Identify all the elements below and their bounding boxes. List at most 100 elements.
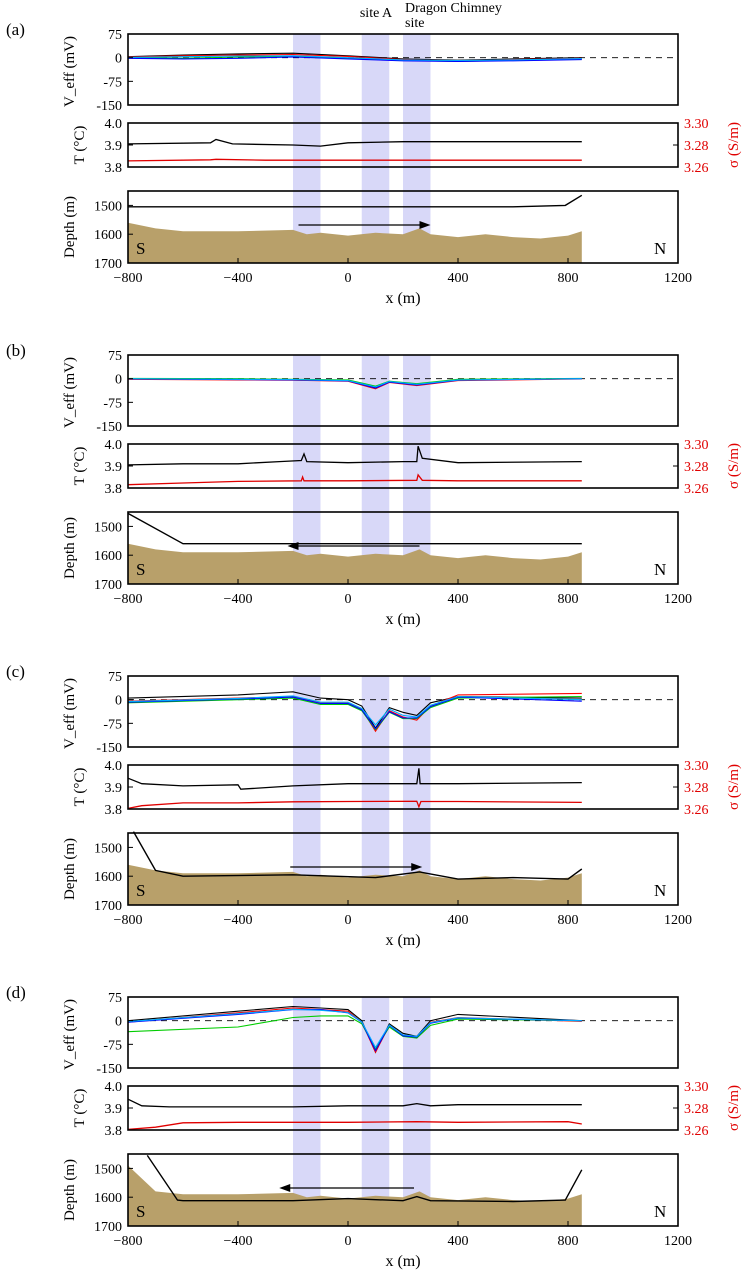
x-tick-label: −800 (114, 271, 143, 286)
veff-series-3 (127, 696, 582, 730)
x-tick-label: 0 (345, 913, 352, 928)
temp-tick-label: 3.8 (105, 482, 123, 497)
veff-tick-label: 75 (108, 670, 122, 685)
veff-series-3 (127, 56, 582, 63)
depth-axis-label: Depth (m) (62, 1159, 78, 1221)
temp-tick-label: 4.0 (105, 1080, 123, 1095)
veff-frame (127, 996, 679, 1069)
temp-tick-label: 3.9 (105, 1102, 123, 1117)
panel-a: (a) 75 0 -75 -150 V_eff (mV) 4.0 3.9 3.8 3.30 3.28… (6, 20, 742, 307)
temp-tick-label: 3.8 (105, 1124, 123, 1139)
shaded-band-0 (293, 676, 321, 905)
shaded-band-0 (293, 355, 321, 584)
x-axis-label: x (m) (385, 290, 420, 307)
veff-series-2 (127, 1015, 582, 1051)
veff-tick-label: 0 (115, 52, 122, 67)
shaded-band-2 (403, 997, 431, 1226)
veff-tick-label: 75 (108, 349, 122, 364)
depth-axis-label: Depth (m) (62, 838, 78, 900)
x-tick-label: −800 (114, 592, 143, 607)
cond-tick-label: 3.28 (684, 139, 709, 154)
x-tick-label: −400 (224, 913, 253, 928)
x-tick-label: 400 (448, 1234, 469, 1249)
shaded-band-2 (403, 355, 431, 584)
north-label: N (654, 1202, 666, 1221)
shaded-band-2 (403, 34, 431, 263)
veff-axis-label: V_eff (mV) (62, 678, 78, 749)
site-a-label: site A (360, 6, 393, 21)
veff-frame (127, 675, 679, 748)
x-tick-label: 800 (558, 1234, 579, 1249)
veff-tick-label: -75 (103, 396, 122, 411)
cond-tick-label: 3.30 (684, 438, 709, 453)
x-tick-label: −800 (114, 1234, 143, 1249)
dragon-site-label: site (405, 16, 424, 31)
depth-tick-label: 1500 (94, 520, 122, 535)
x-tick-label: 800 (558, 913, 579, 928)
cond-tick-label: 3.28 (684, 1102, 709, 1117)
temperature-line (127, 768, 582, 790)
depth-tick-label: 1700 (94, 899, 122, 914)
depth-frame (127, 1153, 679, 1227)
veff-series-0 (127, 52, 582, 61)
veff-tick-label: -150 (96, 741, 122, 756)
seafloor-area (128, 864, 582, 905)
cond-axis-label: σ (S/m) (726, 122, 742, 168)
temp-tick-label: 3.8 (105, 803, 123, 818)
x-tick-label: 0 (345, 592, 352, 607)
temp-axis-label: T (°C) (72, 768, 88, 807)
veff-series-4 (127, 55, 582, 62)
dragon-chimney-label: Dragon Chimney (405, 1, 502, 16)
x-tick-label: 1200 (664, 271, 692, 286)
panel-b: (b) 75 0 -75 -150 V_eff (mV) 4.0 3.9 3.8 3.30 3.28… (6, 341, 742, 628)
veff-series-4 (127, 695, 582, 726)
veff-tick-label: 75 (108, 991, 122, 1006)
cond-tick-label: 3.30 (684, 759, 709, 774)
x-tick-label: 400 (448, 271, 469, 286)
x-tick-label: 0 (345, 271, 352, 286)
cond-tick-label: 3.26 (684, 803, 709, 818)
depth-frame (127, 511, 679, 585)
conductivity-line (127, 158, 582, 162)
cond-tick-label: 3.28 (684, 460, 709, 475)
veff-axis-label: V_eff (mV) (62, 357, 78, 428)
arrow-head (279, 1184, 291, 1192)
depth-tick-label: 1700 (94, 578, 122, 593)
depth-tick-label: 1600 (94, 1191, 122, 1206)
depth-tick-label: 1700 (94, 257, 122, 272)
north-label: N (654, 239, 666, 258)
veff-axis-label: V_eff (mV) (62, 999, 78, 1070)
veff-series-4 (127, 1008, 582, 1049)
x-tick-label: −400 (224, 271, 253, 286)
x-tick-label: 400 (448, 592, 469, 607)
depth-tick-label: 1600 (94, 870, 122, 885)
veff-axis-label: V_eff (mV) (62, 36, 78, 107)
x-axis-label: x (m) (385, 611, 420, 628)
depth-tick-label: 1500 (94, 199, 122, 214)
veff-tick-label: -75 (103, 717, 122, 732)
cond-tick-label: 3.30 (684, 117, 709, 132)
panel-label: (c) (6, 662, 25, 681)
north-label: N (654, 560, 666, 579)
veff-tick-label: 0 (115, 373, 122, 388)
temp-tick-label: 3.9 (105, 781, 123, 796)
temp-tick-label: 3.8 (105, 161, 123, 176)
x-tick-label: 1200 (664, 592, 692, 607)
depth-frame (127, 832, 679, 906)
temperature-line (127, 445, 582, 466)
veff-series-2 (127, 695, 582, 731)
x-tick-label: 400 (448, 913, 469, 928)
panel-label: (d) (6, 983, 26, 1002)
veff-frame (127, 33, 679, 106)
x-tick-label: 0 (345, 1234, 352, 1249)
veff-tick-label: -150 (96, 99, 122, 114)
shaded-band-1 (361, 676, 390, 905)
cond-tick-label: 3.26 (684, 161, 709, 176)
south-label: S (136, 1202, 145, 1221)
x-axis-label: x (m) (385, 932, 420, 949)
conductivity-line (127, 1121, 582, 1131)
veff-series-4 (127, 378, 582, 388)
towyo-track-line (146, 1155, 583, 1203)
veff-frame (127, 354, 679, 427)
